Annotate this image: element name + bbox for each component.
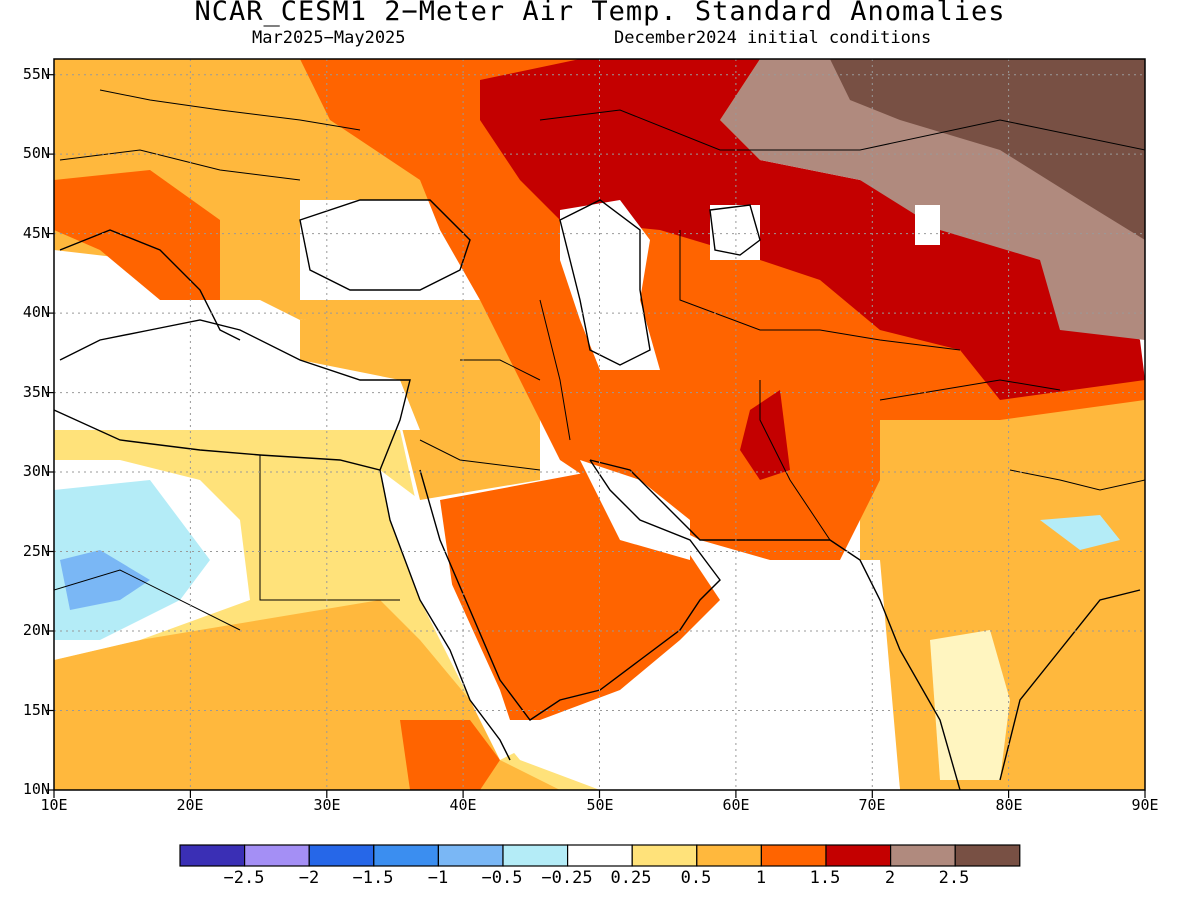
graticule [54,59,1145,790]
legend-label: 2 [884,868,896,888]
legend-swatch [889,844,956,867]
lon-label-70e: 70E [858,796,886,814]
legend-label: −2.5 [223,868,265,888]
anomaly-region-neg-05 [60,550,150,610]
anomaly-shading [54,59,1145,790]
legend-label: 1.5 [809,868,841,888]
lon-label-60e: 60E [722,796,750,814]
map-title: NCAR_CESM1 2−Meter Air Temp. Standard An… [194,0,1006,27]
anomaly-region-neutral-med [54,300,420,430]
legend-swatch [244,844,310,867]
lon-label-10e: 10E [40,796,68,814]
forecast-period: Mar2025−May2025 [252,28,406,48]
legend-label: 1 [755,868,767,888]
lon-label-30e: 30E [313,796,341,814]
legend-swatch [437,844,504,867]
borders [54,89,1145,631]
legend-label: −0.5 [481,868,523,888]
anomaly-region-1-india [860,400,1145,790]
lat-label-55n: 55N [22,65,50,83]
legend-swatch [502,844,569,867]
lon-label-90e: 90E [1131,796,1159,814]
lat-label-40n: 40N [22,303,50,321]
axis-ticks [46,74,1146,798]
lat-label-35n: 35N [22,383,50,401]
red-sea [380,470,520,760]
lat-label-10n: 10N [22,780,50,798]
anomaly-region-2-afghan [740,390,790,480]
aral-sea [710,205,760,260]
legend-swatch [954,844,1021,867]
legend-label: −2 [298,868,320,888]
legend-swatch [179,844,246,867]
legend-swatch [566,844,633,867]
legend-label: −0.25 [541,868,593,888]
lat-label-20n: 20N [22,621,50,639]
lon-label-80e: 80E [995,796,1023,814]
anomaly-region-2 [480,59,1145,400]
legend-swatch [631,844,698,867]
legend-label: 0.25 [610,868,652,888]
legend-label: −1.5 [352,868,394,888]
lat-label-30n: 30N [22,462,50,480]
legend-label: 2.5 [938,868,970,888]
legend-label: −1 [427,868,449,888]
anomaly-region-neutral-black-sea [300,200,480,300]
anomaly-region-neg-india [1040,515,1120,550]
legend-swatch [373,844,439,867]
lat-label-45n: 45N [22,224,50,242]
lon-label-40e: 40E [449,796,477,814]
lon-label-50e: 50E [586,796,614,814]
anomaly-region-3 [830,59,1145,240]
legend-swatch [825,844,892,867]
anomaly-region-15-balkans [54,170,220,300]
legend-label: 0.5 [680,868,712,888]
anomaly-region-neutral-india [930,630,1010,780]
lon-label-20e: 20E [176,796,204,814]
lat-label-15n: 15N [22,701,50,719]
initial-conditions: December2024 initial conditions [614,28,932,48]
legend-swatch [760,844,827,867]
anomaly-region-1-mideast [300,290,540,500]
anomaly-region-15-horn [400,720,500,790]
legend-swatch [696,844,762,867]
lat-label-25n: 25N [22,542,50,560]
lat-label-50n: 50N [22,144,50,162]
lake-balkhash [915,205,940,245]
legend-swatch [308,844,375,867]
anomaly-region-15 [300,59,1145,560]
